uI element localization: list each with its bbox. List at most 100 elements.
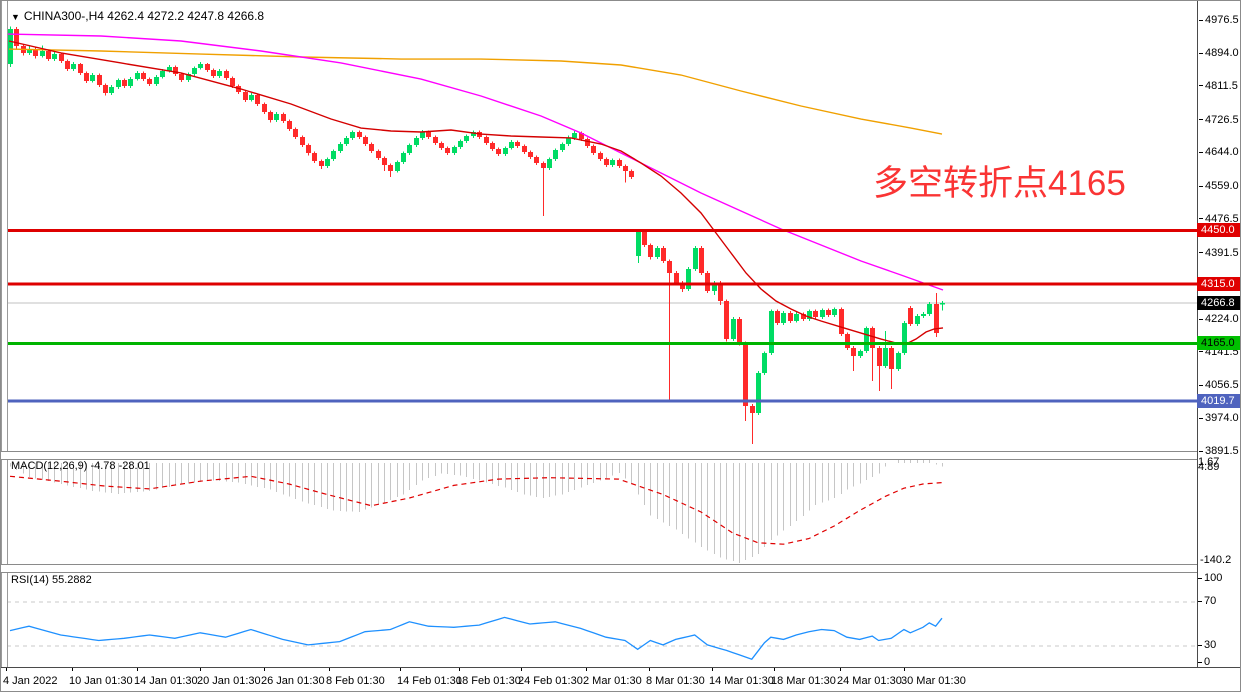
rsi-scale-label: 100 — [1198, 572, 1222, 584]
candle-body — [205, 64, 210, 71]
price-axis-label: 4391.5 — [1199, 247, 1239, 259]
candle-body — [268, 111, 273, 121]
candlesticks[interactable] — [8, 26, 945, 445]
candle-body — [490, 142, 495, 150]
time-axis-tick — [774, 668, 775, 671]
candle-body — [46, 51, 51, 60]
candle-body — [147, 79, 152, 85]
rsi-panel[interactable] — [7, 601, 1197, 660]
candle-body — [553, 150, 558, 160]
panel-separator-macd[interactable] — [1, 451, 1240, 460]
time-axis-tick — [6, 668, 7, 671]
panel-separator-rsi[interactable] — [1, 564, 1240, 573]
candle-body — [496, 149, 501, 155]
candle-body — [401, 152, 406, 162]
candle-body — [382, 157, 387, 166]
candle-body — [889, 347, 894, 369]
price-axis-label: 4811.5 — [1199, 80, 1238, 92]
candle-body — [915, 316, 920, 325]
candle-body — [661, 247, 666, 261]
candle-body — [135, 72, 140, 80]
time-axis-label: 14 Jan 01:30 — [134, 675, 198, 687]
candle-body — [338, 144, 343, 151]
price-axis[interactable]: 4976.5 4894.0 4811.5 4726.5 4644.0 4559.0 4476… — [1197, 1, 1240, 667]
ma-fast-red — [8, 40, 944, 345]
candle-body — [426, 131, 431, 137]
candle-body — [877, 347, 882, 366]
candle-body — [179, 73, 184, 81]
time-axis-tick — [329, 668, 330, 671]
chart-title-text: CHINA300-,H4 4262.4 4272.2 4247.8 4266.8 — [23, 9, 265, 23]
candle-body — [845, 334, 850, 348]
rsi-scale-label: 30 — [1198, 639, 1216, 651]
candle-body — [813, 311, 818, 318]
candle-body — [255, 95, 260, 105]
candle-body — [160, 71, 165, 77]
rsi-indicator-label: RSI(14) 55.2882 — [11, 574, 92, 586]
candle-body — [312, 152, 317, 161]
candle-body — [293, 129, 298, 137]
time-axis-tick — [400, 668, 401, 671]
symbol-dropdown-icon[interactable]: ▼ — [11, 12, 20, 22]
candle-body — [274, 114, 279, 121]
price-tag-4450.0: 4450.0 — [1197, 223, 1240, 238]
candle-body — [750, 406, 755, 413]
candle-body — [154, 76, 159, 85]
candle-body — [484, 136, 489, 143]
time-axis-tick — [904, 668, 905, 671]
candle-body — [648, 245, 653, 257]
candle-body — [693, 247, 698, 270]
price-axis-label: 4976.5 — [1199, 14, 1239, 26]
candle-body — [585, 139, 590, 146]
candle-body — [388, 165, 393, 171]
candle-body — [84, 72, 89, 81]
candle-body — [807, 311, 812, 320]
candle-body — [566, 137, 571, 145]
time-axis-label: 24 Feb 01:30 — [518, 675, 583, 687]
price-axis-label: 4224.0 — [1199, 313, 1239, 325]
macd-panel[interactable] — [9, 458, 943, 564]
candle-body — [724, 301, 729, 340]
candle-body — [414, 137, 419, 146]
candle-body — [762, 353, 767, 373]
price-panel[interactable] — [7, 26, 1197, 445]
candle-body — [78, 64, 83, 73]
candle-body — [579, 132, 584, 140]
time-axis-tick — [200, 668, 201, 671]
candle-body — [211, 70, 216, 76]
time-axis-label: 20 Jan 01:30 — [197, 675, 261, 687]
candle-body — [325, 159, 330, 166]
time-axis-tick — [264, 668, 265, 671]
time-axis-tick — [137, 668, 138, 671]
candle-body — [319, 161, 324, 166]
time-axis-label: 8 Mar 01:30 — [646, 675, 705, 687]
time-axis-label: 4 Jan 2022 — [3, 675, 58, 687]
candle-body — [826, 310, 831, 316]
time-axis[interactable]: 4 Jan 2022 10 Jan 01:30 14 Jan 01:30 20 Jan… — [1, 667, 1240, 691]
ma-slow-orange — [8, 48, 943, 135]
candle-body — [794, 314, 799, 321]
candle-body — [357, 131, 362, 137]
candle-body — [8, 29, 13, 65]
time-axis-label: 14 Feb 01:30 — [397, 675, 462, 687]
candle-body — [433, 136, 438, 143]
candle-body — [439, 142, 444, 148]
price-tag-4315.0: 4315.0 — [1197, 276, 1240, 291]
price-axis-label: 4476.5 — [1199, 213, 1239, 225]
candle-body — [363, 136, 368, 145]
time-axis-tick — [649, 668, 650, 671]
candle-body — [737, 319, 742, 344]
candle-body — [832, 309, 837, 316]
price-axis-label: 4056.5 — [1199, 379, 1239, 391]
candle-body — [186, 73, 191, 81]
rsi-scale-label: 0 — [1198, 656, 1210, 668]
candle-body — [281, 114, 286, 121]
candle-body — [40, 51, 45, 56]
candle-body — [560, 144, 565, 151]
time-axis-label: 18 Feb 01:30 — [456, 675, 521, 687]
candle-body — [395, 161, 400, 171]
price-axis-label: 3974.0 — [1199, 412, 1239, 424]
candle-body — [686, 269, 691, 290]
candle-body — [515, 141, 520, 146]
